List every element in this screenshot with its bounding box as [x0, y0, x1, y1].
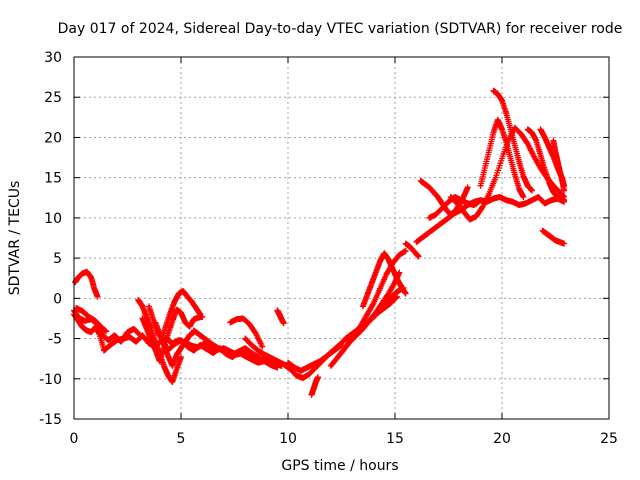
- series-track-31: [539, 227, 568, 247]
- x-axis-label: GPS time / hours: [281, 458, 398, 474]
- series-track-04: [73, 304, 110, 335]
- x-tick-label: 0: [70, 431, 79, 447]
- data-point-markers: [190, 327, 281, 370]
- plot-frame: [73, 56, 610, 420]
- y-tick-label: 10: [44, 211, 62, 227]
- data-point-markers: [227, 315, 266, 350]
- data-point-markers: [550, 137, 568, 194]
- data-point-markers: [73, 304, 110, 335]
- y-tick-label: -15: [39, 412, 62, 428]
- series-track-21: [402, 240, 422, 260]
- series-track-28: [524, 126, 568, 204]
- x-tick-label: 15: [386, 431, 404, 447]
- data-point-markers: [374, 284, 407, 316]
- data-point-markers: [413, 193, 568, 246]
- y-tick-label: -5: [48, 332, 62, 348]
- data-point-markers: [477, 116, 527, 200]
- y-tick-label: 15: [44, 171, 62, 187]
- x-tick-label: 20: [493, 431, 511, 447]
- y-tick-label: 20: [44, 130, 62, 146]
- data-points: [71, 87, 568, 398]
- series-track-26: [477, 116, 527, 200]
- y-axis-label: SDTVAR / TECUs: [7, 181, 23, 296]
- series-track-14: [274, 307, 287, 327]
- series-track-20: [374, 284, 407, 316]
- data-point-markers: [72, 268, 101, 300]
- grid-lines: [74, 57, 609, 419]
- series-track-27: [490, 87, 535, 194]
- series-track-01: [72, 268, 101, 300]
- y-tick-label: 5: [53, 251, 62, 267]
- data-point-markers: [274, 307, 287, 327]
- series-track-07: [139, 306, 206, 365]
- axis-ticks: 0 5 10 15 20 25 -15 -10 -5 0 5 10 15 20 25 30: [39, 50, 618, 447]
- x-tick-label: 10: [279, 431, 297, 447]
- chart-title: Day 017 of 2024, Sidereal Day-to-day VTE…: [58, 21, 623, 37]
- x-tick-label: 5: [177, 431, 186, 447]
- series-track-12: [227, 315, 266, 350]
- y-tick-label: 25: [44, 90, 62, 106]
- y-tick-label: -10: [39, 372, 62, 388]
- data-point-markers: [402, 240, 422, 260]
- x-tick-label: 25: [600, 431, 618, 447]
- data-point-markers: [524, 126, 568, 204]
- series-track-30: [550, 137, 568, 194]
- series-track-11: [190, 327, 281, 370]
- data-point-markers: [139, 306, 206, 365]
- data-point-markers: [490, 87, 535, 194]
- data-point-markers: [308, 374, 321, 398]
- series-track-16: [308, 374, 321, 398]
- y-tick-label: 30: [44, 50, 62, 66]
- data-point-markers: [539, 227, 568, 247]
- series-track-22: [413, 193, 568, 246]
- y-tick-label: 0: [53, 291, 62, 307]
